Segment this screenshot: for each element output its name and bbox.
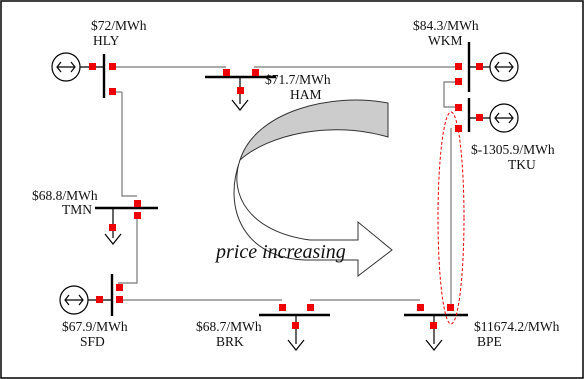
congested-line-highlight — [437, 111, 465, 325]
load-tmn-icon — [104, 208, 122, 245]
price-sfd: $67.9/MWh — [62, 319, 128, 334]
price-hly: $72/MWh — [91, 18, 147, 33]
transmission-lines — [112, 66, 458, 306]
price-wkm: $84.3/MWh — [413, 18, 479, 33]
breakers — [89, 63, 483, 329]
name-bpe: BPE — [477, 334, 502, 349]
line-wkm-tku — [443, 81, 458, 108]
price-ham: $71.7/MWh — [265, 72, 331, 87]
loads — [104, 77, 443, 351]
name-wkm: WKM — [428, 33, 463, 48]
price-tku: $-1305.9/MWh — [471, 142, 555, 157]
name-tmn: TMN — [62, 202, 92, 217]
line-hly-tmn — [121, 92, 137, 197]
node-labels: $72/MWh HLY $71.7/MWh HAM $84.3/MWh WKM … — [32, 18, 560, 349]
name-sfd: SFD — [80, 334, 105, 349]
name-hly: HLY — [93, 33, 120, 48]
name-brk: BRK — [216, 334, 244, 349]
load-brk-icon — [287, 315, 305, 351]
price-bpe: $11674.2/MWh — [474, 319, 560, 334]
load-bpe-icon — [425, 315, 443, 351]
generator-tku-icon — [469, 103, 519, 133]
generators — [51, 52, 519, 315]
price-brk: $68.7/MWh — [196, 319, 262, 334]
name-ham: HAM — [290, 87, 322, 102]
name-tku: TKU — [508, 157, 536, 172]
price-tmn: $68.8/MWh — [32, 188, 98, 203]
arrow-annotation: price increasing — [214, 241, 346, 263]
generator-sfd-icon — [59, 285, 112, 315]
line-tmn-sfd — [118, 216, 138, 284]
price-increasing-arrow — [233, 99, 393, 278]
